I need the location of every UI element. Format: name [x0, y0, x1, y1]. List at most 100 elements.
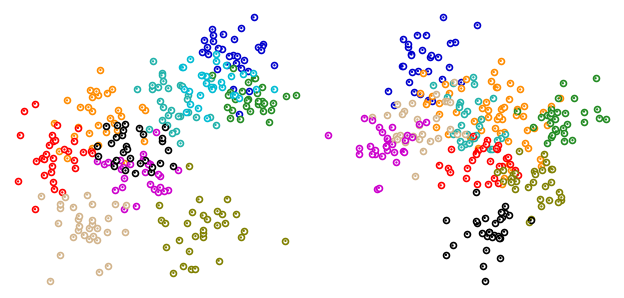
Point — [492, 117, 502, 122]
Point — [87, 218, 97, 222]
Point — [381, 143, 391, 148]
Point — [445, 126, 455, 131]
Point — [512, 106, 522, 111]
Point — [110, 187, 120, 192]
Point — [539, 151, 549, 156]
Point — [497, 117, 507, 122]
Point — [442, 94, 452, 99]
Point — [495, 131, 505, 136]
Point — [223, 92, 233, 97]
Point — [557, 195, 567, 200]
Point — [442, 94, 452, 99]
Point — [469, 136, 479, 140]
Point — [445, 40, 455, 45]
Point — [239, 229, 249, 233]
Point — [49, 186, 59, 191]
Point — [482, 137, 492, 142]
Point — [39, 173, 49, 178]
Point — [13, 179, 23, 184]
Point — [477, 230, 487, 235]
Point — [506, 180, 516, 184]
Point — [461, 176, 471, 181]
Point — [472, 221, 482, 226]
Point — [57, 190, 67, 195]
Point — [483, 181, 493, 186]
Point — [206, 75, 216, 80]
Point — [412, 32, 422, 37]
Point — [444, 90, 454, 95]
Point — [409, 89, 419, 94]
Point — [87, 201, 97, 206]
Point — [268, 101, 278, 105]
Point — [157, 71, 167, 75]
Point — [163, 113, 173, 118]
Point — [62, 98, 72, 103]
Point — [480, 215, 490, 220]
Point — [490, 146, 500, 151]
Point — [542, 122, 552, 127]
Point — [406, 52, 416, 57]
Point — [208, 33, 218, 38]
Point — [73, 125, 83, 130]
Point — [446, 147, 456, 152]
Point — [231, 211, 241, 216]
Point — [492, 85, 502, 90]
Point — [46, 169, 56, 174]
Point — [175, 113, 185, 118]
Point — [493, 181, 503, 186]
Point — [323, 133, 333, 138]
Point — [490, 146, 500, 151]
Point — [513, 173, 523, 177]
Point — [510, 186, 520, 191]
Point — [64, 149, 74, 154]
Point — [592, 107, 602, 112]
Point — [185, 102, 195, 107]
Point — [421, 102, 431, 107]
Point — [258, 42, 268, 47]
Point — [264, 120, 274, 125]
Point — [14, 133, 24, 138]
Point — [497, 117, 507, 122]
Point — [482, 233, 492, 238]
Point — [367, 115, 377, 119]
Point — [487, 95, 497, 100]
Point — [535, 196, 545, 201]
Point — [450, 40, 460, 45]
Point — [161, 245, 171, 250]
Point — [200, 81, 210, 86]
Point — [470, 219, 480, 224]
Point — [480, 142, 490, 147]
Point — [492, 146, 502, 151]
Point — [547, 167, 557, 172]
Point — [552, 109, 562, 114]
Point — [391, 160, 401, 165]
Point — [228, 65, 238, 70]
Point — [480, 142, 490, 147]
Point — [259, 101, 269, 106]
Point — [163, 188, 173, 193]
Point — [492, 170, 502, 174]
Point — [433, 136, 443, 141]
Point — [94, 269, 104, 274]
Point — [198, 227, 208, 232]
Point — [47, 132, 57, 137]
Point — [208, 33, 218, 38]
Point — [109, 161, 119, 166]
Point — [512, 109, 522, 114]
Point — [175, 141, 185, 146]
Point — [417, 48, 427, 52]
Point — [476, 117, 486, 121]
Point — [526, 217, 536, 222]
Point — [539, 109, 548, 114]
Point — [119, 207, 129, 212]
Point — [555, 96, 565, 100]
Point — [85, 88, 95, 92]
Point — [119, 176, 129, 181]
Point — [489, 70, 499, 74]
Point — [495, 236, 505, 240]
Point — [374, 185, 384, 190]
Point — [241, 98, 251, 103]
Point — [230, 97, 240, 102]
Point — [499, 176, 509, 181]
Point — [592, 107, 602, 112]
